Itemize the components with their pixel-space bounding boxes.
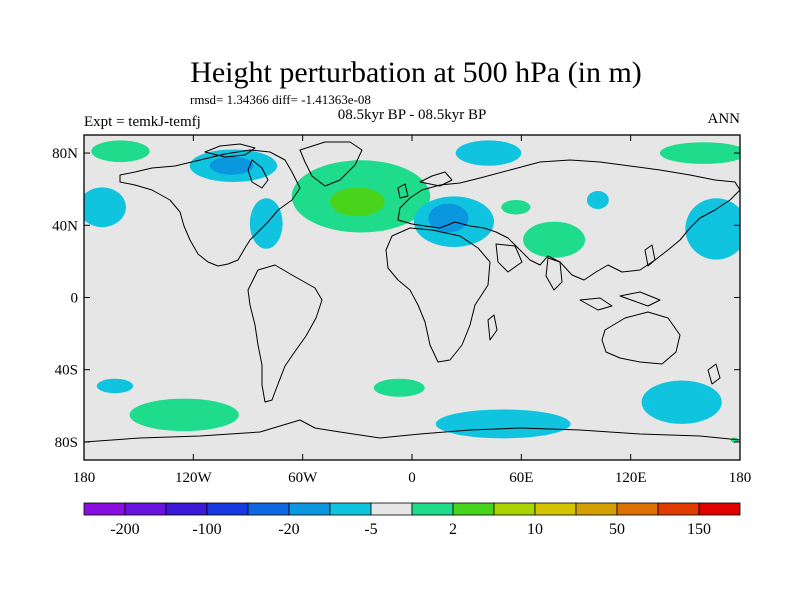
colorbar-swatch [657,502,700,516]
anomaly-australia-south-negative [641,380,722,424]
longitude-axis: 180 120W 60W 0 60E 120E 180 [73,135,752,486]
colorbar-swatch [534,502,577,516]
anomaly-canada-negative-core [209,156,254,175]
south-america-coast [247,264,323,403]
anomaly-north-atlantic-positive-core [330,187,385,217]
colorbar-label: 50 [609,521,625,538]
lat-tick-label: 40N [52,218,78,234]
anomaly-south-pacific-positive [129,398,239,432]
anomaly-arctic-siberia-positive [659,142,740,164]
madagascar-coast [487,314,498,341]
colorbar-swatch [452,502,495,516]
britain-coast [397,183,409,199]
lon-tick-label: 60E [509,470,533,486]
colorbar-swatch [616,502,659,516]
colorbar-swatch [288,502,331,516]
anomaly-central-asia-positive-small [501,200,531,215]
colorbar-swatch [206,502,249,516]
anomaly-europe-negative-core [428,203,469,233]
lat-tick-label: 0 [71,291,79,307]
anomaly-southern-ocean-negative [435,409,571,439]
experiment-label: Expt = temkJ-temfj [84,114,201,130]
stats-line: rmsd= 1.34366 diff= -1.41363e-08 [190,92,371,107]
canadian-archipelago-coast [204,143,256,158]
colorbar-label: 150 [687,521,711,538]
colorbar-swatch [247,502,290,516]
lon-tick-label: 120W [175,470,213,486]
season-label: ANN [708,111,741,127]
colorbar-swatch [698,502,741,516]
india-coast [545,257,563,291]
eurasia-coast [397,159,740,281]
lon-tick-label: 180 [729,470,752,486]
map-panel: 80N 40N 0 40S 80S 180 120W 60W 0 60E 120E 180 [52,134,752,486]
lon-tick-label: 0 [408,470,416,486]
colorbar-label: 10 [527,521,543,538]
colorbar-swatch [124,502,167,516]
anomaly-north-pacific-east-negative [685,198,740,260]
colorbar-swatch [493,502,536,516]
anomaly-siberia-negative [586,190,609,210]
lat-tick-label: 80S [55,435,78,451]
anomaly-central-asia-positive [523,221,586,258]
australia-coast [601,311,681,365]
anomaly-north-pacific-negative [84,187,126,228]
colorbar: -200 -100 -20 -5 2 10 50 150 [83,502,741,538]
anomaly-south-atlantic-positive [373,378,425,397]
latitude-axis: 80N 40N 0 40S 80S [52,146,740,451]
period-label: 08.5kyr BP - 08.5kyr BP [338,107,487,123]
antarctica-coast [84,419,740,443]
lon-tick-label: 180 [73,470,96,486]
lat-tick-label: 40S [55,363,78,379]
scandinavia-coast [419,171,453,187]
colorbar-swatch [575,502,618,516]
anomaly-arctic-canada-positive [91,140,150,163]
anomaly-arctic-europe-negative [455,140,522,166]
colorbar-swatch [411,502,454,516]
lon-tick-label: 120E [615,470,647,486]
colorbar-swatch [165,502,208,516]
lat-tick-label: 80N [52,146,78,162]
anomaly-south-pacific-negative [96,378,134,394]
plot-title: Height perturbation at 500 hPa (in m) [190,56,642,89]
coastlines [84,141,740,443]
colorbar-label: 2 [449,521,457,538]
new-zealand-coast [707,363,721,385]
hudson-bay-coast [247,159,269,189]
colorbar-swatch [83,502,126,516]
new-guinea-coast [619,291,661,307]
colorbar-swatch [329,502,372,516]
colorbar-label: -20 [278,521,299,538]
colorbar-label: -100 [192,521,221,538]
greenland-coast [299,141,363,187]
africa-coast [385,227,491,363]
indonesia-coast [579,297,613,311]
lon-tick-label: 60W [288,470,318,486]
arabia-coast [495,243,523,273]
north-america-coast [119,149,301,267]
japan-coast [644,244,656,267]
colorbar-label: -5 [364,521,377,538]
colorbar-label: -200 [110,521,139,538]
colorbar-swatch [370,502,413,516]
